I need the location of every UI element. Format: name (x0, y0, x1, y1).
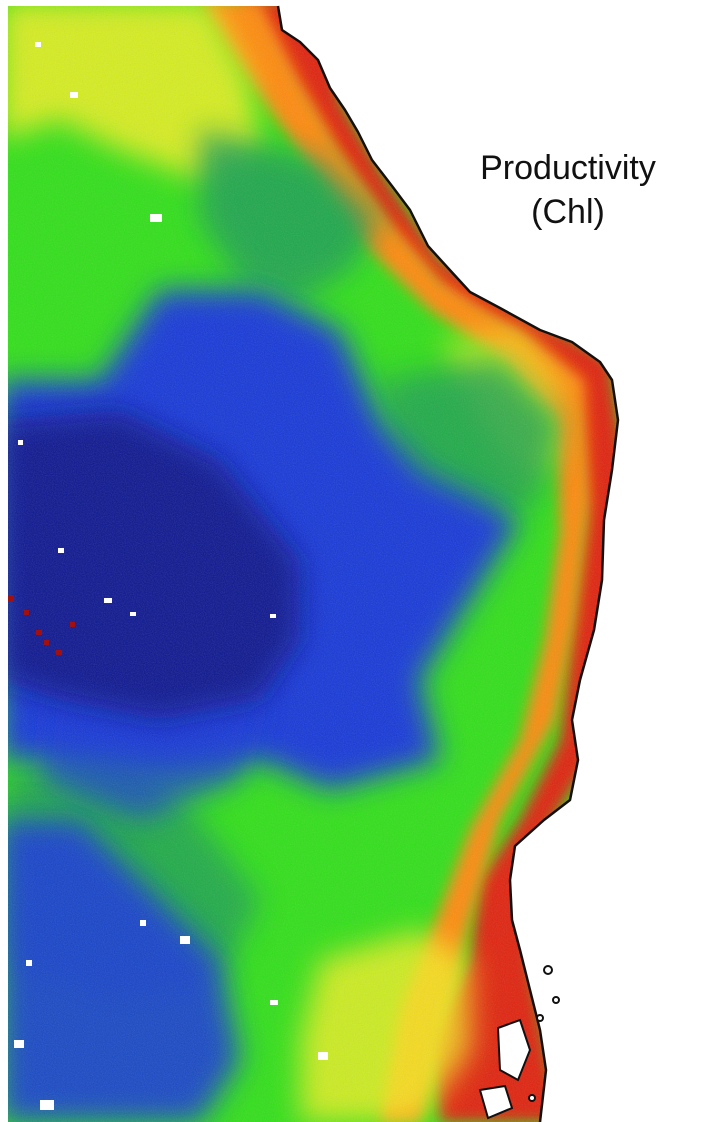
map-title: Productivity (Chl) (440, 146, 696, 234)
noise-pixels (8, 596, 75, 655)
cloud-mask-pixels (14, 42, 328, 1110)
coastline (276, 5, 620, 1122)
map-title-line2: (Chl) (531, 193, 605, 231)
coastal-islands (478, 965, 560, 1120)
map-title-line1: Productivity (480, 149, 656, 187)
